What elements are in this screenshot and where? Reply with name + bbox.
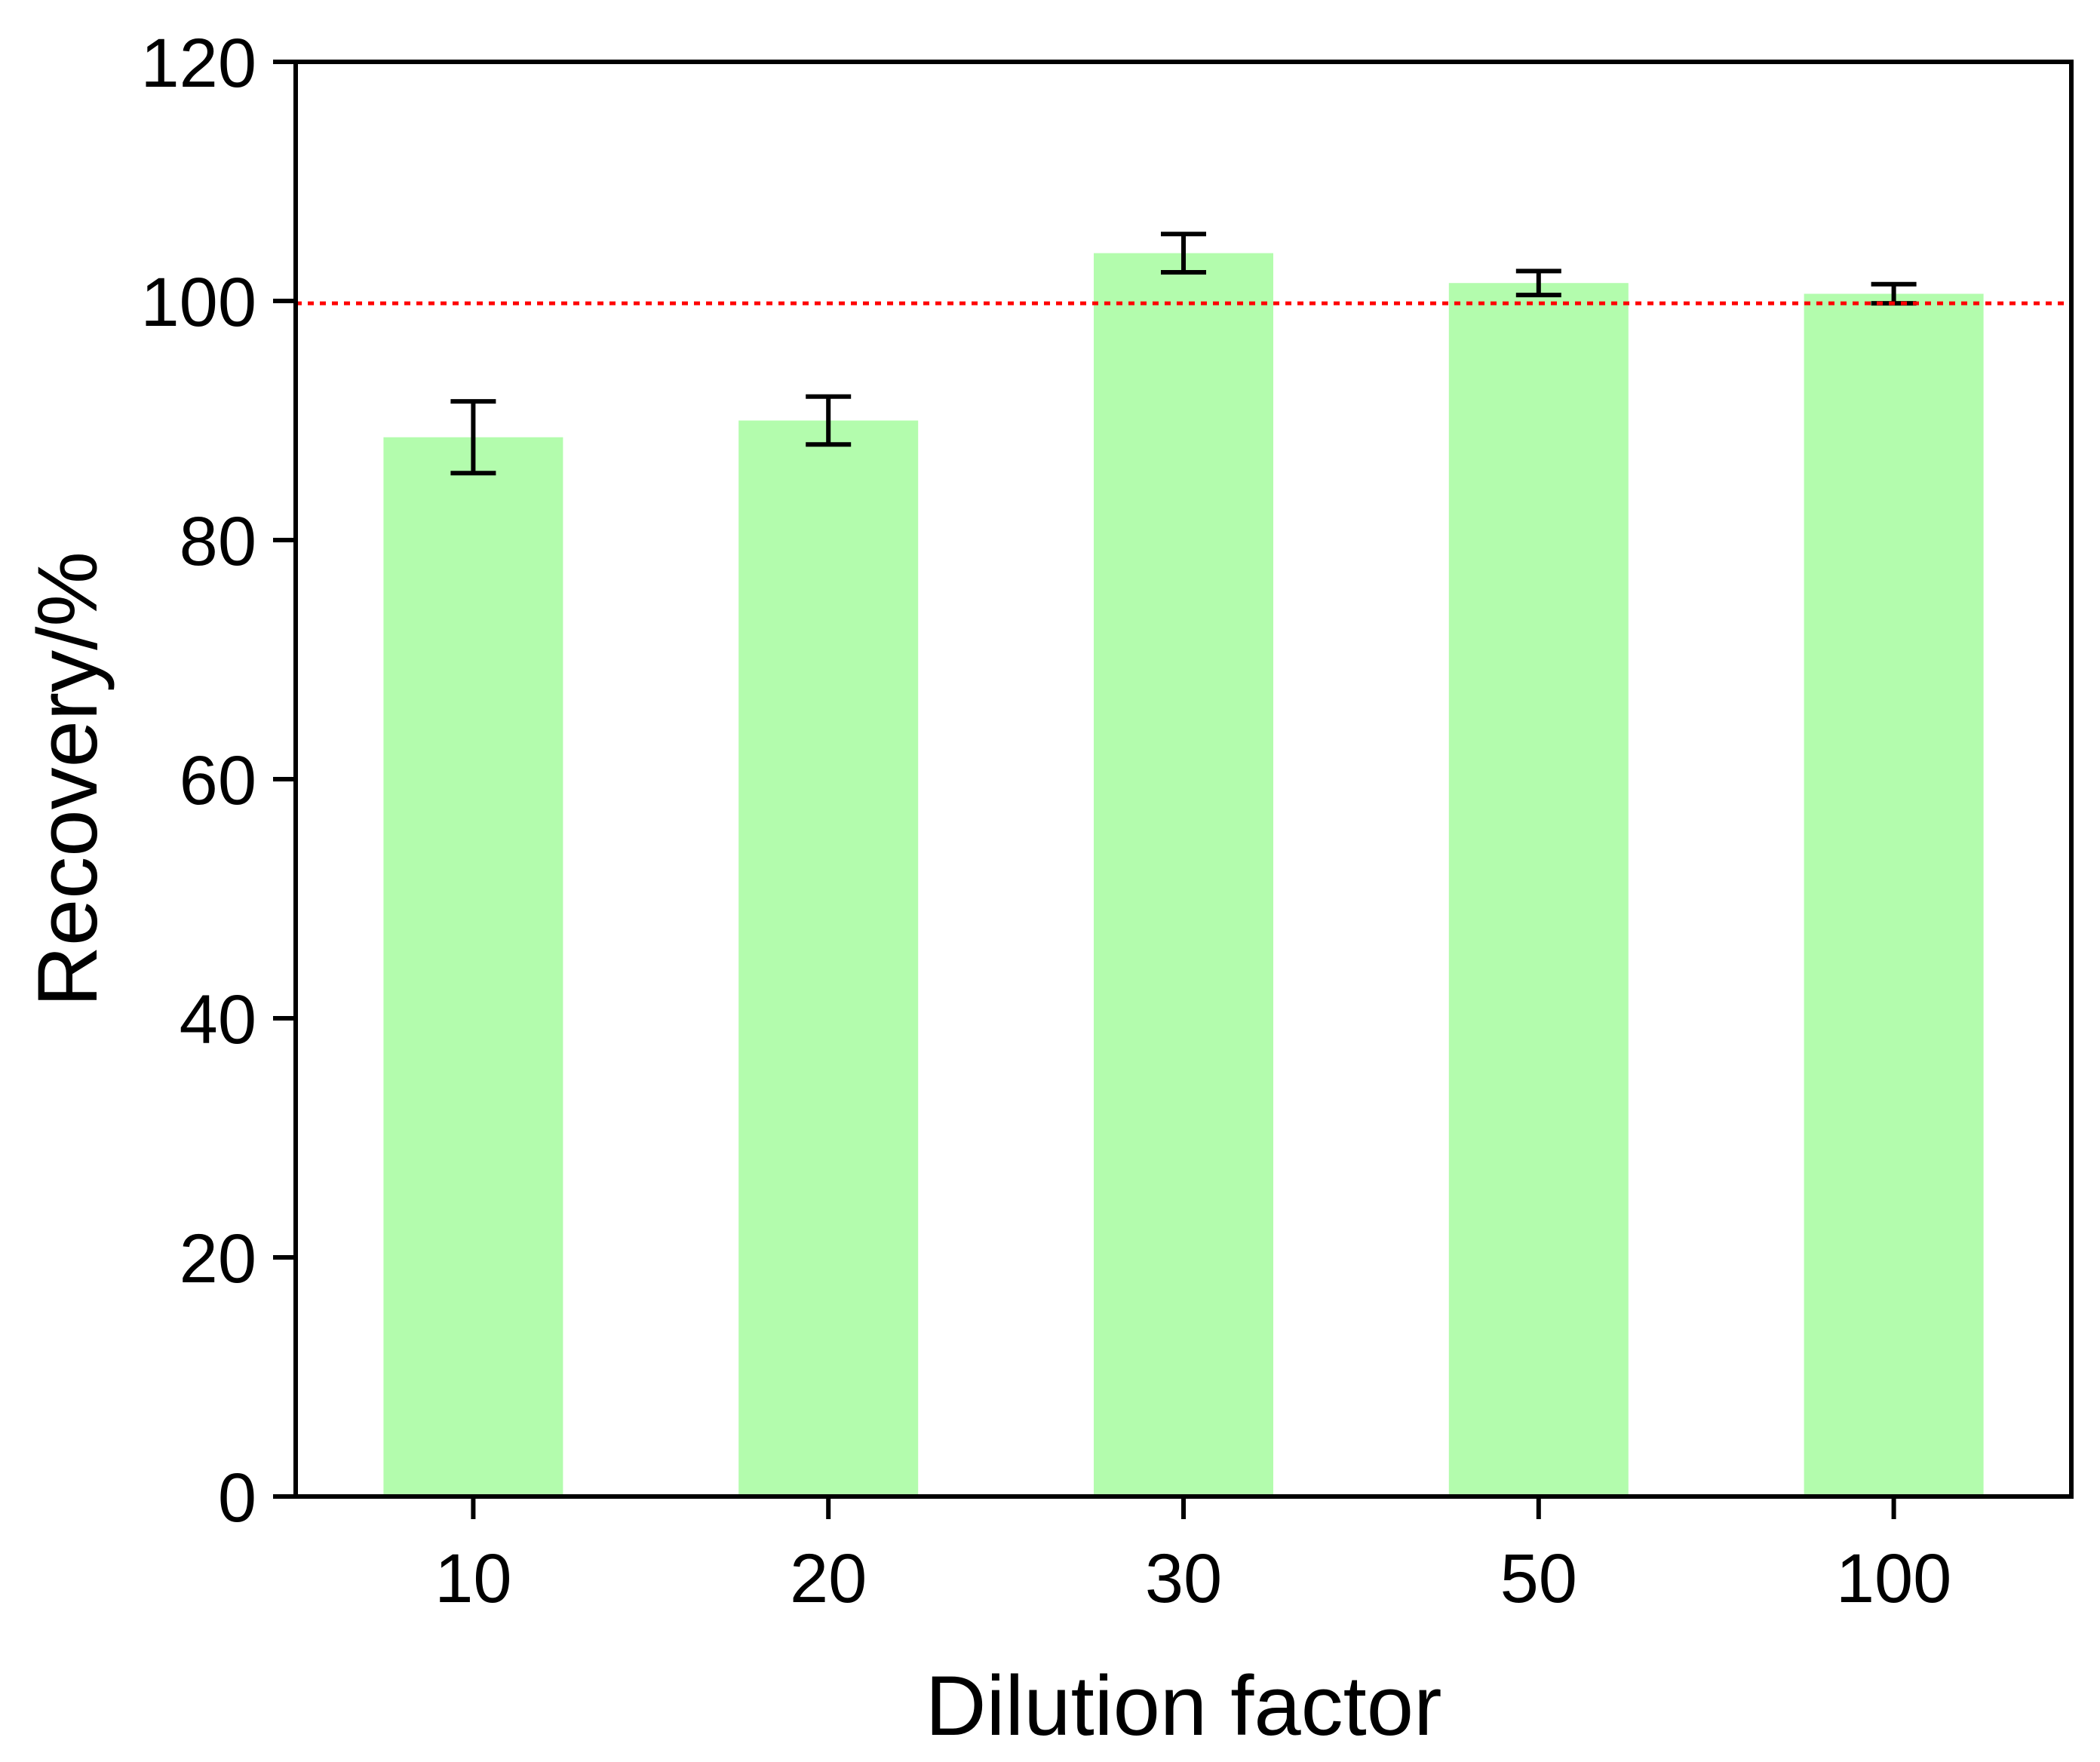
bar-30: [1094, 253, 1273, 1497]
y-tick-label-60: 60: [180, 742, 256, 819]
y-tick-label-80: 80: [180, 503, 256, 580]
bar-100: [1804, 293, 1984, 1496]
bars-layer: [383, 253, 1984, 1497]
x-tick-label-20: 20: [790, 1540, 867, 1617]
y-axis-ticks: 0 20 40 60 80 100 120: [141, 25, 296, 1536]
y-tick-label-40: 40: [180, 981, 256, 1058]
error-bar-30: [1161, 232, 1206, 275]
y-tick-label-0: 0: [218, 1460, 256, 1536]
error-bars-layer: [450, 232, 1917, 476]
error-bar-10: [450, 399, 496, 476]
x-tick-label-10: 10: [434, 1540, 511, 1617]
x-tick-label-50: 50: [1500, 1540, 1577, 1617]
y-tick-label-100: 100: [141, 264, 257, 341]
y-tick-label-120: 120: [141, 25, 257, 102]
bar-10: [383, 437, 563, 1497]
bar-50: [1448, 283, 1629, 1497]
x-tick-label-30: 30: [1145, 1540, 1222, 1617]
x-tick-label-100: 100: [1836, 1540, 1952, 1617]
y-axis-title: Recovery/%: [20, 551, 115, 1007]
y-tick-label-20: 20: [180, 1220, 256, 1297]
x-axis-ticks: 10 20 30 50 100: [434, 1496, 1951, 1617]
x-axis-title: Dilution factor: [926, 1659, 1442, 1753]
bar-20: [738, 420, 919, 1496]
error-bar-50: [1515, 269, 1561, 298]
error-bar-20: [806, 394, 852, 447]
